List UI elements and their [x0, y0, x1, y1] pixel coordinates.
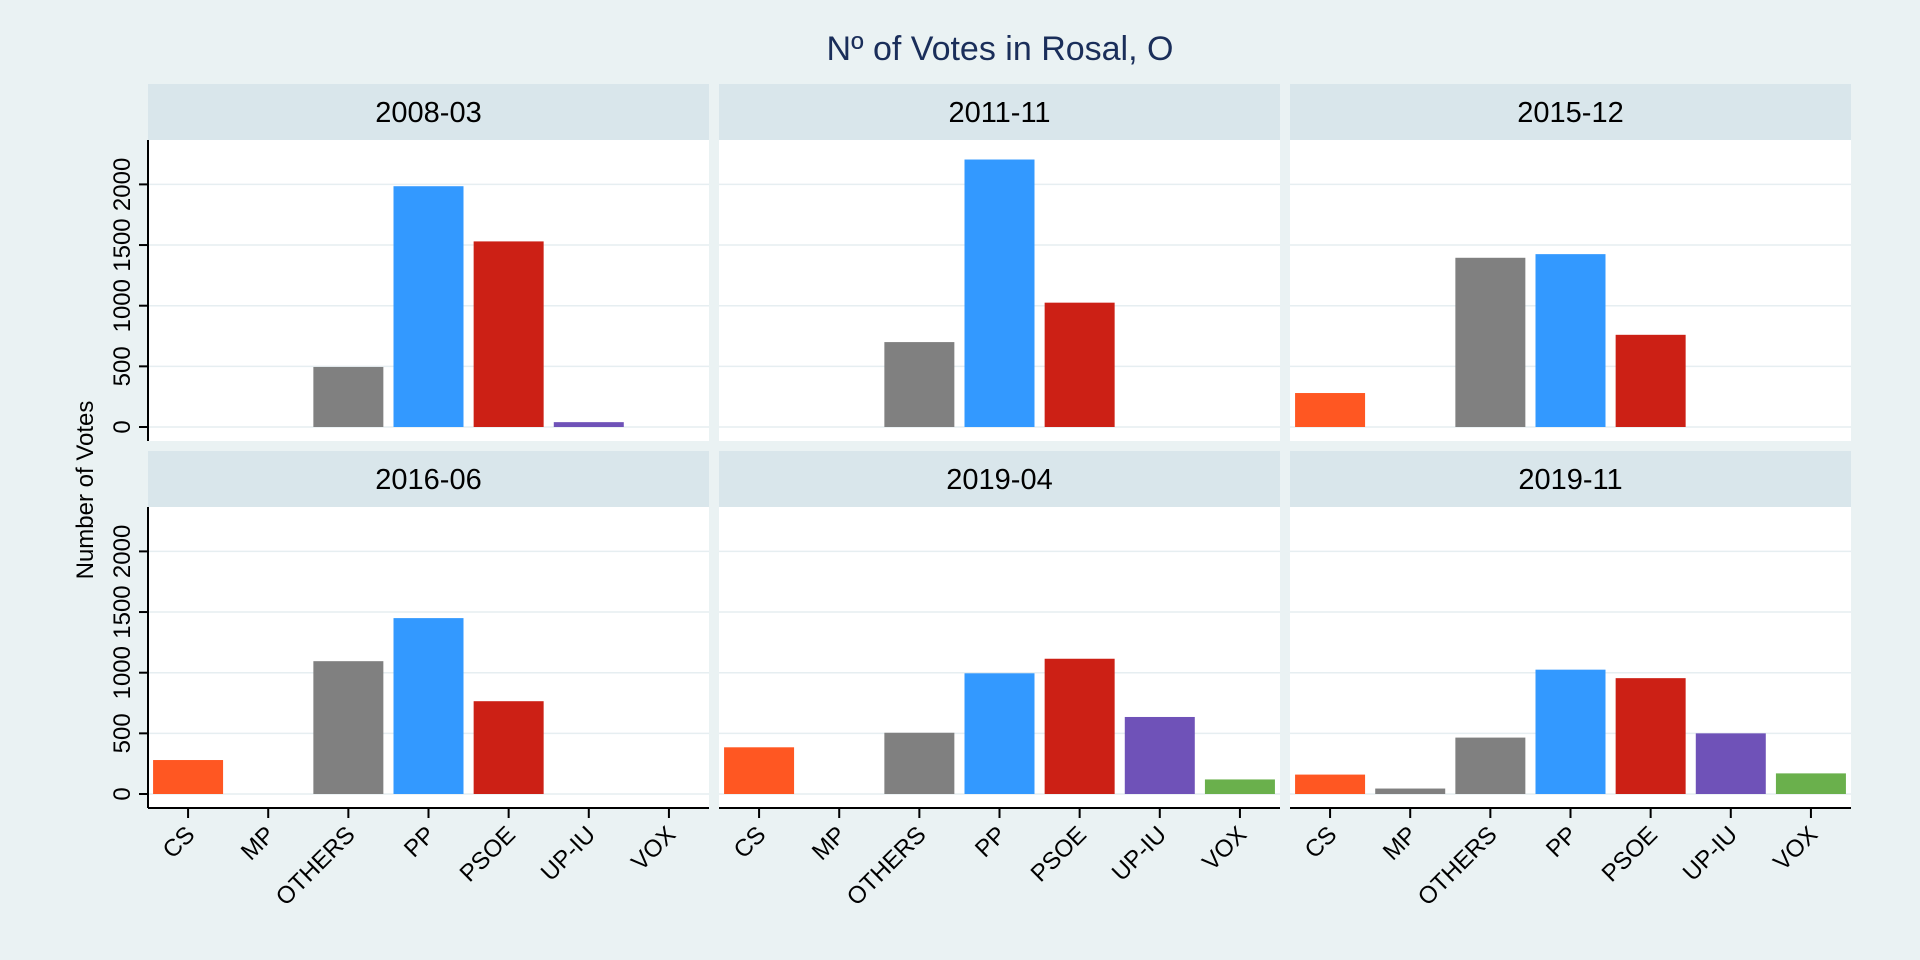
x-tick-label-vox: VOX	[1768, 821, 1823, 876]
bar-2019-11-pp	[1535, 669, 1606, 794]
panel-2008-03: 2008-03 0 500 1000 1500 2000	[109, 84, 709, 441]
panel-label: 2011-11	[948, 97, 1050, 129]
bar-2019-11-cs	[1295, 774, 1366, 794]
x-tick-label-cs: CS	[1300, 821, 1343, 864]
x-tick-label-up-iu: UP-IU	[1678, 821, 1743, 886]
x-tick-label-mp: MP	[807, 821, 852, 866]
bar-2019-11-vox	[1775, 773, 1846, 794]
bar-2011-11-psoe	[1044, 302, 1115, 427]
y-tick-label: 1500	[109, 218, 136, 271]
panel-2015-12: 2015-12	[1290, 84, 1851, 441]
x-tick-label-vox: VOX	[1197, 821, 1252, 876]
x-tick-label-mp: MP	[236, 821, 281, 866]
bar-2015-12-pp	[1535, 254, 1606, 427]
y-tick-label: 2000	[109, 525, 136, 578]
panel-label: 2015-12	[1517, 97, 1623, 129]
bar-2011-11-others	[884, 342, 955, 427]
bar-2016-06-cs	[153, 760, 224, 794]
bar-2015-12-others	[1455, 257, 1526, 427]
y-tick-label: 0	[109, 787, 136, 800]
panel-header	[1290, 451, 1851, 507]
y-tick-label: 500	[109, 713, 136, 753]
x-tick-label-others: OTHERS	[271, 821, 361, 911]
x-tick-label-vox: VOX	[626, 821, 681, 876]
bar-2019-04-pp	[964, 673, 1035, 794]
bar-2019-11-others	[1455, 737, 1526, 794]
y-axis-label: Number of Votes	[72, 401, 99, 580]
panel-header	[148, 451, 709, 507]
panels-layer: 2008-03 0 500 1000 1500 2000 2011-11 2015-12 201…	[109, 84, 1851, 818]
bar-2008-03-pp	[393, 186, 464, 427]
x-tick-label-up-iu: UP-IU	[1107, 821, 1172, 886]
y-tick-label: 2000	[109, 158, 136, 211]
bar-2016-06-psoe	[473, 701, 544, 794]
panel-2011-11: 2011-11	[719, 84, 1280, 441]
bar-2019-04-cs	[724, 747, 795, 794]
panel-header	[1290, 84, 1851, 140]
x-tick-label-mp: MP	[1378, 821, 1423, 866]
y-tick-label: 0	[109, 420, 136, 433]
y-tick-label: 1000	[109, 279, 136, 332]
bar-2019-11-psoe	[1615, 678, 1686, 794]
bar-2019-04-others	[884, 732, 955, 794]
y-tick-label: 500	[109, 346, 136, 386]
bar-2019-11-up-iu	[1695, 733, 1766, 794]
panel-2019-11: 2019-11	[1290, 451, 1851, 818]
x-tick-label-cs: CS	[158, 821, 201, 864]
panel-label: 2016-06	[375, 464, 481, 496]
x-tick-label-others: OTHERS	[1413, 821, 1503, 911]
x-tick-label-up-iu: UP-IU	[536, 821, 601, 886]
bar-2019-11-mp	[1375, 788, 1446, 794]
panel-header	[148, 84, 709, 140]
x-tick-label-pp: PP	[1541, 821, 1583, 863]
panel-label: 2019-11	[1518, 464, 1622, 496]
x-tick-label-pp: PP	[970, 821, 1012, 863]
panel-label: 2019-04	[946, 464, 1052, 496]
bar-2019-04-psoe	[1044, 658, 1115, 794]
bar-2016-06-others	[313, 661, 384, 794]
x-tick-label-others: OTHERS	[842, 821, 932, 911]
x-tick-label-psoe: PSOE	[1597, 821, 1663, 887]
bar-2019-04-up-iu	[1124, 716, 1195, 794]
bar-2015-12-cs	[1295, 393, 1366, 427]
x-tick-label-cs: CS	[729, 821, 772, 864]
x-tick-label-psoe: PSOE	[455, 821, 521, 887]
panel-header	[719, 451, 1280, 507]
bar-2015-12-psoe	[1615, 334, 1686, 427]
y-tick-label: 1000	[109, 646, 136, 699]
x-tick-label-psoe: PSOE	[1026, 821, 1092, 887]
chart-title: Nº of Votes in Rosal, O	[827, 30, 1174, 68]
bar-2008-03-up-iu	[553, 422, 624, 427]
panel-2016-06: 2016-06 0 500 1000 1500 2000	[109, 451, 709, 818]
bar-2008-03-others	[313, 366, 384, 427]
panel-header	[719, 84, 1280, 140]
panel-label: 2008-03	[375, 97, 481, 129]
bar-2008-03-psoe	[473, 241, 544, 427]
bar-2019-04-vox	[1204, 779, 1275, 794]
x-tick-label-pp: PP	[399, 821, 441, 863]
bar-2016-06-pp	[393, 618, 464, 794]
panel-2019-04: 2019-04	[719, 451, 1280, 818]
bar-2011-11-pp	[964, 159, 1035, 427]
y-tick-label: 1500	[109, 585, 136, 638]
